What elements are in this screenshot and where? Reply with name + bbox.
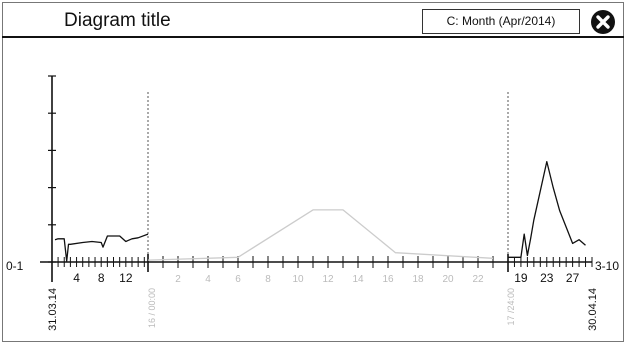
x-tick-label: 12 [322,274,334,285]
active-series-line [54,233,149,262]
x-tick-label: 6 [235,274,241,285]
x-range-right-label: 3-10 [595,259,619,273]
x-tick-label: 14 [352,274,364,285]
x-tick-label: 8 [98,271,105,285]
split-right-date-label: 17 /24:00 [506,288,516,326]
x-tick-label: 18 [412,274,424,285]
x-tick-label: 19 [514,271,528,285]
diagram-header: Diagram title C: Month (Apr/2014) [2,2,624,38]
start-date-label: 31.03.14 [47,288,59,331]
x-tick-label: 8 [265,274,271,285]
x-tick-label: 10 [292,274,304,285]
x-tick-label: 27 [566,271,580,285]
close-circle-icon[interactable] [590,9,616,35]
split-left-date-label: 16 / 00:00 [147,288,157,328]
x-tick-label: 4 [73,271,80,285]
end-date-label: 30.04.14 [587,288,599,331]
diagram-frame [2,2,624,342]
inactive-series-line [147,209,494,261]
chart-labels: 4 8 12 2 4 6 8 10 12 14 16 18 20 22 19 23 27 0-1 3-10 31.03… [6,259,619,331]
chart-marks [54,160,586,262]
x-tick-label: 22 [472,274,484,285]
axes [40,75,593,282]
period-dropdown[interactable]: C: Month (Apr/2014) [422,9,580,34]
x-tick-label: 4 [205,274,211,285]
line-chart: 4 8 12 2 4 6 8 10 12 14 16 18 20 22 19 23 27 0-1 3-10 31.03… [6,75,619,331]
x-tick-label: 2 [175,274,181,285]
x-tick-label: 23 [540,271,554,285]
x-range-left-label: 0-1 [6,259,24,273]
x-tick-label: 12 [119,271,133,285]
x-tick-label: 16 [382,274,394,285]
diagram-title: Diagram title [64,10,171,31]
x-tick-label: 20 [442,274,454,285]
active-series-line [508,160,586,258]
